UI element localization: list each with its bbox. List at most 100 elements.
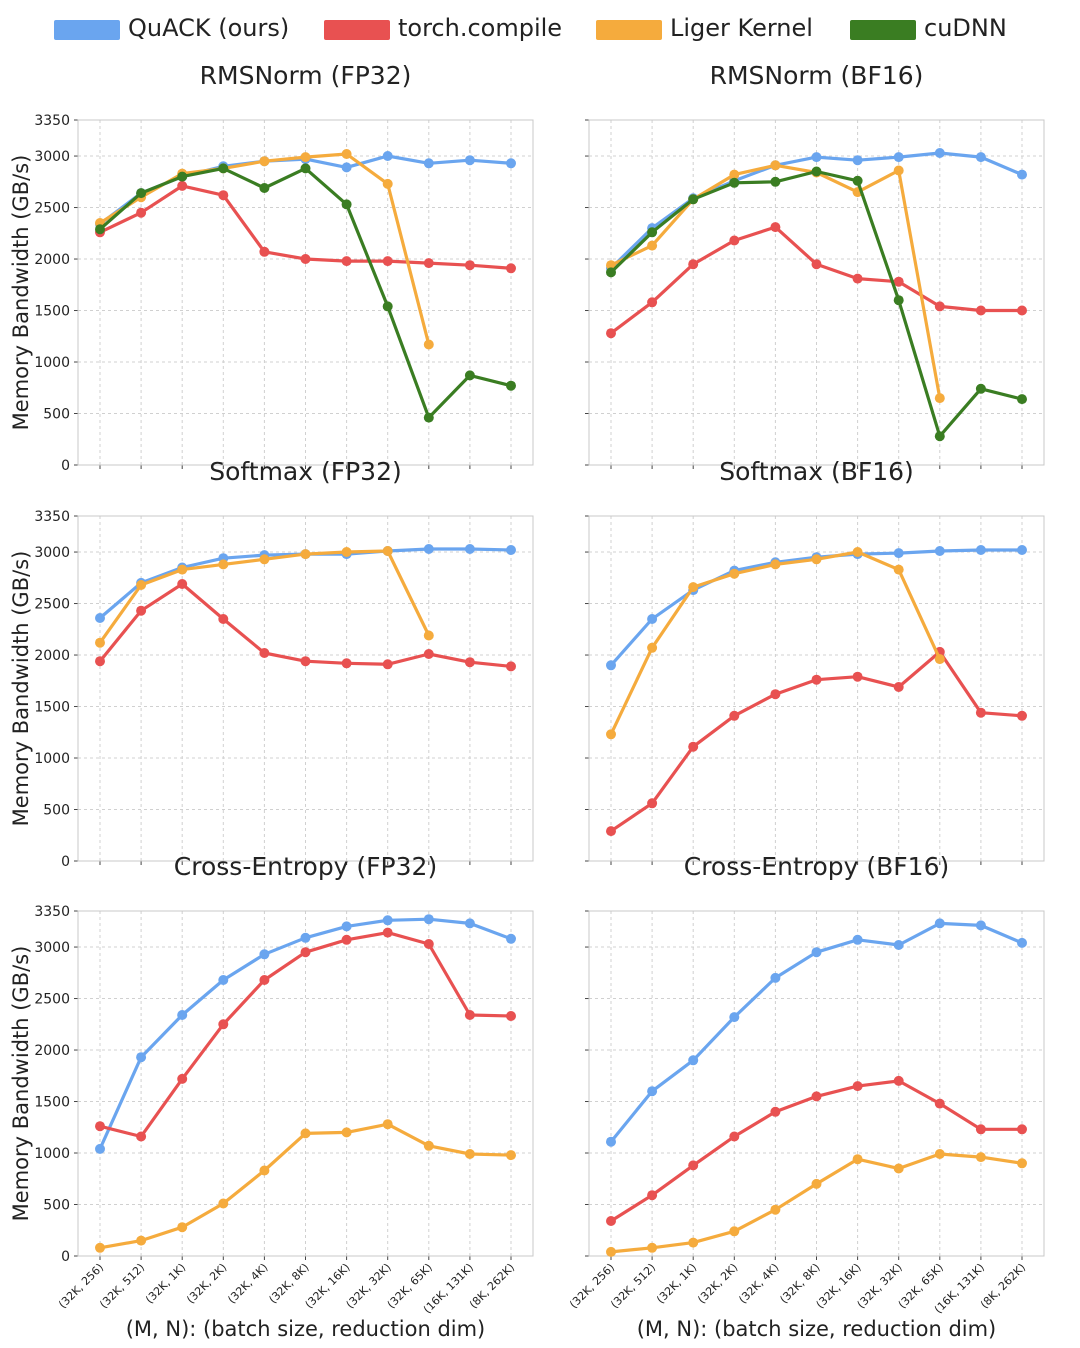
y-tick-label: 2500 <box>34 201 70 217</box>
y-tick-label: 1000 <box>34 355 70 371</box>
y-tick-label: 0 <box>61 854 70 870</box>
data-point-torch-compile <box>506 661 516 672</box>
data-point-quack-ours <box>811 152 822 163</box>
panel-cross-entropy-bf16: Cross-Entropy (BF16)(32K, 256)(32K, 512)… <box>567 852 1045 1341</box>
data-point-cudnn <box>934 431 945 442</box>
data-point-liger-kernel <box>606 1246 616 1257</box>
y-tick-label: 1500 <box>34 1095 70 1111</box>
data-point-liger-kernel <box>506 1150 516 1161</box>
y-tick-label: 2000 <box>34 648 70 664</box>
legend-label-quack: QuACK (ours) <box>128 14 290 42</box>
data-point-liger-kernel <box>811 554 822 565</box>
data-point-quack-ours <box>688 1055 699 1066</box>
data-point-liger-kernel <box>934 1149 945 1159</box>
x-tick-label: (32K, 512) <box>608 1261 658 1311</box>
legend-swatch-torch-compile <box>324 20 390 40</box>
data-point-liger-kernel <box>770 1204 781 1215</box>
x-tick-label: (32K, 2K) <box>184 1261 229 1306</box>
x-tick-label: (32K, 2K) <box>695 1261 740 1306</box>
data-point-quack-ours <box>606 1136 616 1147</box>
legend-swatch-quack <box>54 20 120 40</box>
data-point-cudnn <box>300 163 311 174</box>
data-point-quack-ours <box>464 918 475 929</box>
data-point-liger-kernel <box>1017 1158 1027 1169</box>
data-point-cudnn <box>95 224 105 235</box>
data-point-liger-kernel <box>382 1119 393 1130</box>
data-point-quack-ours <box>975 152 986 163</box>
data-point-torch-compile <box>136 605 147 616</box>
data-point-liger-kernel <box>934 654 945 665</box>
data-point-torch-compile <box>177 180 188 191</box>
data-point-torch-compile <box>811 674 822 685</box>
data-point-torch-compile <box>688 259 699 270</box>
data-point-quack-ours <box>423 914 434 925</box>
data-point-liger-kernel <box>893 564 904 575</box>
data-point-liger-kernel <box>300 1128 311 1139</box>
data-point-torch-compile <box>852 1081 863 1092</box>
data-point-quack-ours <box>975 545 986 555</box>
panel-title: RMSNorm (FP32) <box>200 61 412 90</box>
data-point-torch-compile <box>300 254 311 264</box>
data-point-liger-kernel <box>647 642 658 653</box>
data-point-torch-compile <box>975 305 986 316</box>
data-point-quack-ours <box>975 920 986 931</box>
data-point-quack-ours <box>934 546 945 556</box>
data-point-torch-compile <box>729 235 740 246</box>
data-point-torch-compile <box>852 273 863 284</box>
data-point-torch-compile <box>95 1121 105 1132</box>
data-point-torch-compile <box>423 649 434 659</box>
x-axis-label: (M, N): (batch size, reduction dim) <box>637 1317 997 1341</box>
data-point-cudnn <box>259 183 270 193</box>
legend-swatch-liger-kernel <box>596 20 662 40</box>
data-point-liger-kernel <box>177 1222 188 1233</box>
data-point-liger-kernel <box>382 546 393 556</box>
data-point-quack-ours <box>893 152 904 163</box>
y-tick-label: 3000 <box>34 940 70 956</box>
data-point-cudnn <box>688 194 699 205</box>
data-point-liger-kernel <box>259 554 270 565</box>
data-point-torch-compile <box>177 1073 188 1084</box>
data-point-liger-kernel <box>136 1235 147 1246</box>
data-point-torch-compile <box>177 579 188 589</box>
data-point-torch-compile <box>975 707 986 718</box>
data-point-cudnn <box>136 188 147 199</box>
data-point-liger-kernel <box>606 729 616 740</box>
data-point-liger-kernel <box>811 1178 822 1189</box>
x-tick-label: (8K, 262K) <box>978 1261 1028 1311</box>
y-tick-label: 3000 <box>34 149 70 165</box>
panel-rmsnorm-fp32: RMSNorm (FP32) 0 500 1000 1500 2000 2500 3000 33… <box>9 61 534 474</box>
panel-title: RMSNorm (BF16) <box>710 61 924 90</box>
data-point-cudnn <box>464 370 475 381</box>
data-point-torch-compile <box>606 1216 616 1226</box>
plot-frame <box>77 910 534 1257</box>
data-point-torch-compile <box>423 258 434 269</box>
data-point-quack-ours <box>464 155 475 166</box>
data-point-torch-compile <box>770 222 781 233</box>
data-point-torch-compile <box>218 614 229 624</box>
data-point-liger-kernel <box>341 149 352 159</box>
data-point-torch-compile <box>464 1010 475 1020</box>
panel-title: Softmax (BF16) <box>719 457 914 486</box>
data-point-torch-compile <box>300 947 311 958</box>
data-point-torch-compile <box>606 328 616 339</box>
data-point-torch-compile <box>1017 305 1027 316</box>
data-point-liger-kernel <box>893 1163 904 1174</box>
data-point-torch-compile <box>893 276 904 287</box>
data-point-torch-compile <box>811 259 822 270</box>
data-point-liger-kernel <box>893 165 904 176</box>
data-point-quack-ours <box>259 949 270 960</box>
data-point-quack-ours <box>464 544 475 554</box>
plot-frame <box>588 910 1045 1257</box>
plot-frame <box>588 119 1045 466</box>
x-tick-label: (32K, 4K) <box>736 1261 781 1306</box>
y-tick-label: 1000 <box>34 1146 70 1162</box>
data-point-liger-kernel <box>95 637 105 648</box>
x-axis-label: (M, N): (batch size, reduction dim) <box>126 1317 486 1341</box>
data-point-liger-kernel <box>423 630 434 641</box>
data-point-torch-compile <box>647 798 658 809</box>
data-point-liger-kernel <box>341 1127 352 1138</box>
y-tick-label: 3350 <box>34 904 70 920</box>
legend-label-cudnn: cuDNN <box>924 14 1007 42</box>
data-point-liger-kernel <box>688 582 699 593</box>
